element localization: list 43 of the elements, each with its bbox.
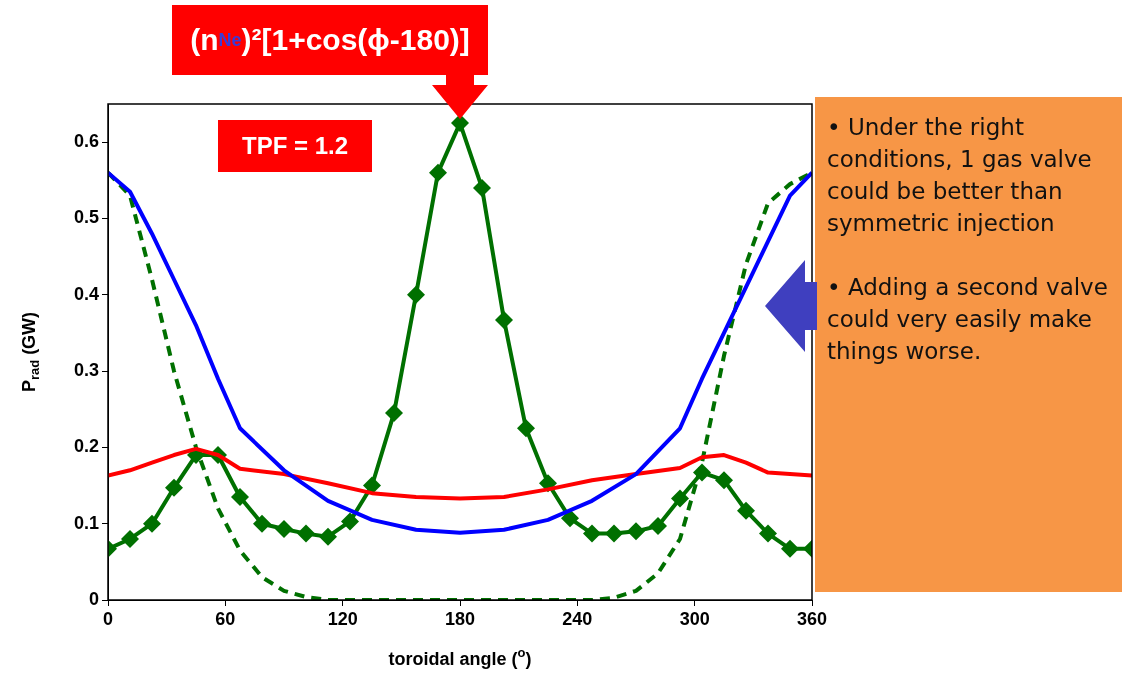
point — [473, 178, 491, 197]
point — [583, 524, 601, 543]
point — [495, 310, 513, 329]
y-tick-label: 0.4 — [73, 283, 99, 304]
point — [231, 487, 249, 506]
y-tick-label: 0.2 — [73, 436, 99, 457]
x-tick-label: 0 — [102, 608, 114, 629]
point — [715, 471, 733, 490]
y-tick-label: 0.6 — [73, 131, 99, 152]
point — [451, 114, 469, 133]
point — [319, 527, 337, 546]
text: • Under the right conditions, 1 gas valve could be better than symmetric injection — [827, 113, 1093, 238]
y-tick-label: 0.5 — [73, 207, 99, 228]
point — [275, 520, 293, 539]
point — [649, 516, 667, 535]
point — [605, 524, 623, 543]
y-tick-label: 0 — [88, 588, 99, 609]
x-tick-label: 180 — [444, 608, 476, 629]
x-tick-label: 120 — [327, 608, 358, 629]
point — [121, 529, 139, 548]
y-axis-title: Prad (GW) — [18, 311, 42, 393]
x-tick-label: 300 — [679, 608, 710, 629]
annotation: TPF = 1.2 — [218, 120, 372, 172]
x-tick-label: 360 — [796, 608, 828, 629]
y-tick-label: 0.3 — [73, 360, 99, 381]
point — [407, 285, 425, 304]
x-tick-label: 240 — [562, 608, 593, 629]
point — [759, 524, 777, 543]
point — [781, 539, 799, 558]
point — [143, 514, 161, 533]
point — [341, 512, 359, 531]
point — [671, 489, 689, 508]
x-tick-label: 60 — [215, 608, 236, 629]
text: • Adding a second valve could very easily make things worse. — [827, 273, 1109, 366]
point — [737, 501, 755, 520]
point — [297, 524, 315, 543]
point — [429, 163, 447, 182]
point — [517, 419, 535, 438]
point — [385, 404, 403, 423]
y-tick-label: 0.1 — [73, 512, 99, 533]
point — [253, 514, 271, 533]
point — [627, 522, 645, 541]
point — [165, 478, 183, 497]
